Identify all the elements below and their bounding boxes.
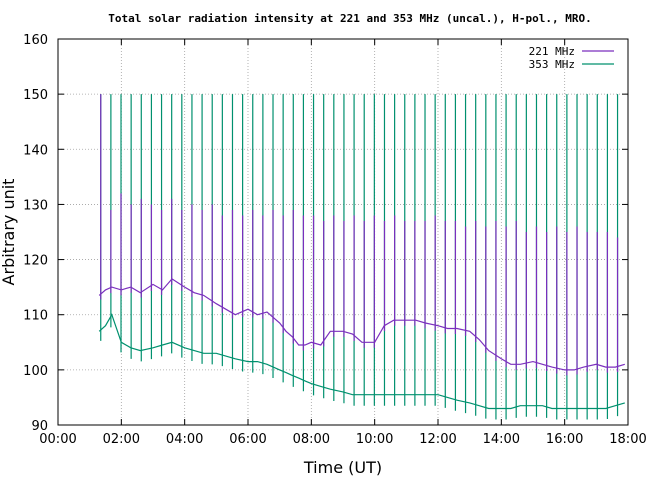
x-tick-label: 12:00 — [419, 432, 456, 447]
y-tick-label: 100 — [23, 364, 48, 379]
x-tick-label: 00:00 — [39, 432, 76, 447]
legend-label: 353 MHz — [529, 58, 575, 71]
y-tick-label: 120 — [23, 254, 48, 269]
x-tick-label: 10:00 — [356, 432, 393, 447]
x-tick-label: 04:00 — [166, 432, 203, 447]
y-tick-label: 150 — [23, 88, 48, 103]
y-tick-label: 140 — [23, 143, 48, 158]
chart-title: Total solar radiation intensity at 221 a… — [108, 12, 591, 25]
x-tick-label: 16:00 — [546, 432, 583, 447]
x-axis-ticks: 00:00 02:00 04:00 06:00 08:00 10:00 12:00 14:00… — [39, 39, 647, 447]
y-tick-label: 90 — [31, 419, 48, 434]
x-tick-label: 08:00 — [293, 432, 330, 447]
x-tick-label: 02:00 — [103, 432, 140, 447]
series-line-353-mhz — [98, 313, 625, 410]
grid — [58, 39, 628, 425]
x-tick-label: 06:00 — [229, 432, 266, 447]
plot-frame — [57, 38, 629, 426]
y-axis-ticks: 90 100 110 120 130 140 150 160 — [23, 33, 628, 434]
series-layer — [98, 94, 625, 420]
y-tick-label: 160 — [23, 33, 48, 48]
x-axis-label: Time (UT) — [303, 458, 382, 477]
y-tick-label: 130 — [23, 198, 48, 213]
x-tick-label: 18:00 — [609, 432, 646, 447]
y-tick-label: 110 — [23, 309, 48, 324]
y-axis-label: Arbitrary unit — [0, 179, 18, 286]
x-tick-label: 14:00 — [483, 432, 520, 447]
legend-label: 221 MHz — [529, 45, 575, 58]
series-line-221-mhz — [98, 278, 625, 371]
